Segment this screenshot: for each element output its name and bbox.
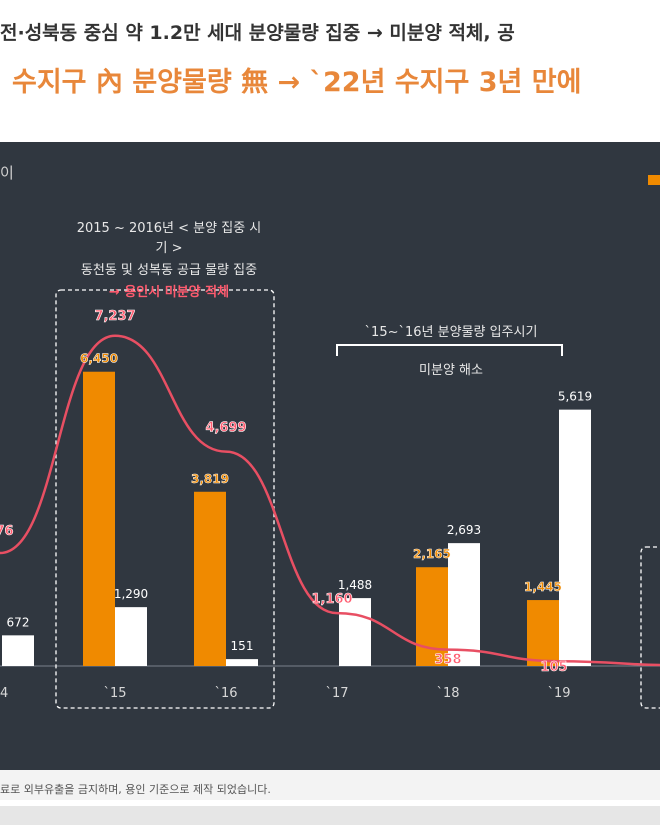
orange-value-label: 2,165 bbox=[413, 547, 451, 561]
x-tick-label: `19 bbox=[547, 686, 570, 701]
bracket-label: `15~`16년 분양물량 입주시기 bbox=[365, 325, 538, 340]
bar-white bbox=[2, 635, 34, 666]
white-value-label: 5,619 bbox=[558, 390, 592, 404]
bracket-sublabel: 미분양 해소 bbox=[419, 363, 483, 378]
legend-swatch bbox=[648, 175, 660, 185]
x-tick-label: `18 bbox=[436, 686, 459, 701]
y-axis-label: 이 bbox=[0, 164, 14, 182]
bar-orange bbox=[416, 567, 448, 666]
annotation-highlight: → 용인시 미분양 적체 bbox=[109, 284, 229, 300]
bar-orange bbox=[194, 491, 226, 666]
annotation-box-right bbox=[640, 546, 660, 709]
white-value-label: 2,693 bbox=[447, 523, 481, 537]
chart-panel: 672 6,450 1,290 3,819 151 1,488 2,165 2,693 1,44… bbox=[0, 142, 660, 770]
line-value-label: 105 bbox=[540, 660, 567, 675]
white-value-label: 1,488 bbox=[338, 578, 372, 592]
line-value-label: 4,699 bbox=[205, 421, 246, 436]
bar-white bbox=[115, 607, 147, 666]
x-tick-label: `16 bbox=[214, 686, 237, 701]
bar-white bbox=[226, 659, 258, 666]
orange-value-label: 6,450 bbox=[80, 352, 118, 366]
bar-white bbox=[339, 598, 371, 666]
bar-orange bbox=[527, 600, 559, 666]
headline: 전·성북동 중심 약 1.2만 세대 분양물량 집중 → 미분양 적체, 공 bbox=[0, 22, 515, 44]
annotation-detail: 동천동 및 성복동 공급 물량 집중 bbox=[81, 263, 257, 278]
footer-bar bbox=[0, 806, 660, 825]
x-tick-label: 14 bbox=[0, 686, 8, 701]
x-tick-label: `15 bbox=[103, 686, 126, 701]
series-line bbox=[0, 334, 660, 667]
bar-orange bbox=[83, 371, 115, 666]
line-value-label: 7,237 bbox=[94, 309, 135, 324]
x-tick-label: `17 bbox=[325, 686, 348, 701]
white-value-label: 672 bbox=[7, 615, 30, 629]
footer-text: 료로 외부유출을 금지하며, 용인 기준으로 제작 되었습니다. bbox=[0, 783, 271, 796]
subheadline: 수지구 內 분양물량 無 → `22년 수지구 3년 만에 bbox=[12, 67, 582, 98]
white-value-label: 151 bbox=[231, 639, 254, 653]
chart: 672 6,450 1,290 3,819 151 1,488 2,165 2,693 1,44… bbox=[0, 221, 660, 709]
line-value-label: 1,160 bbox=[311, 592, 352, 607]
bar-white bbox=[448, 543, 480, 666]
bracket bbox=[336, 344, 563, 356]
footer bbox=[0, 770, 660, 800]
annotation-title: 2015 ~ 2016년 < 분양 집중 시 bbox=[77, 221, 262, 236]
orange-value-label: 3,819 bbox=[191, 472, 229, 486]
annotation-box bbox=[55, 289, 275, 709]
line-value-label: 476 bbox=[0, 524, 14, 539]
line-value-label: 358 bbox=[434, 653, 461, 668]
bar-white bbox=[559, 409, 591, 666]
annotation-title-cont: 기 > bbox=[156, 241, 183, 256]
white-value-label: 1,290 bbox=[114, 587, 148, 601]
orange-value-label: 1,445 bbox=[524, 580, 562, 594]
